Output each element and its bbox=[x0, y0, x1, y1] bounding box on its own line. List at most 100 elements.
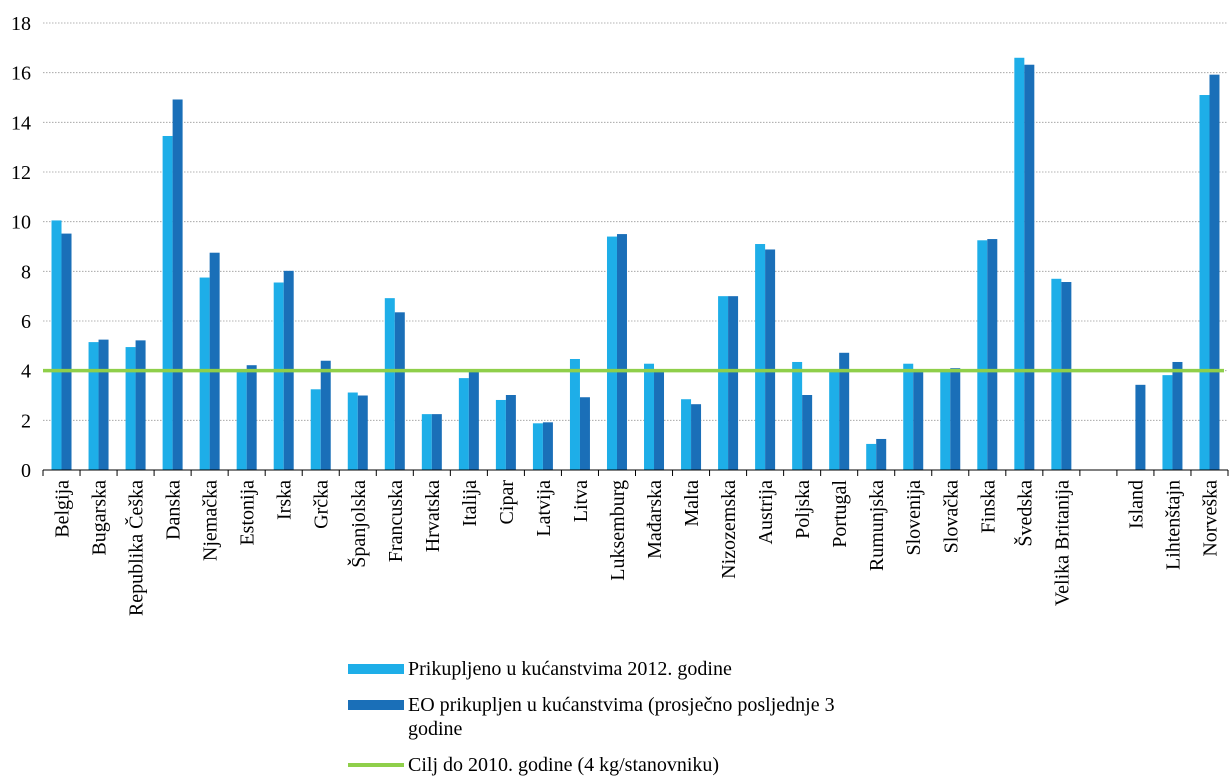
legend-label-target-2010: Cilj do 2010. godine (4 kg/stanovniku) bbox=[408, 754, 720, 776]
y-tick-label: 18 bbox=[11, 13, 31, 35]
x-tick-label: Njemačka bbox=[200, 480, 222, 561]
bar-avg-3-years bbox=[1135, 384, 1146, 470]
y-tick-label: 10 bbox=[11, 212, 31, 234]
x-tick-label: Republika Češka bbox=[124, 480, 148, 616]
x-tick-label: Slovačka bbox=[940, 480, 962, 553]
gridlines bbox=[43, 22, 1228, 421]
x-tick-label: Mađarska bbox=[644, 480, 666, 559]
x-axis-category-labels: Belgija Bugarska Republika Češka Danska Njem… bbox=[52, 480, 1222, 617]
bar-avg-3-years bbox=[431, 414, 442, 470]
x-tick-label: Velika Britanija bbox=[1051, 480, 1073, 606]
bar-avg-3-years bbox=[394, 312, 405, 470]
legend-label-collected-2012: Prikupljeno u kućanstvima 2012. godine bbox=[408, 658, 732, 680]
y-axis-tick-labels: 0 2 4 6 8 10 12 14 16 18 bbox=[11, 13, 31, 482]
x-tick-label: Cipar bbox=[496, 480, 518, 525]
bars bbox=[51, 57, 1220, 471]
legend-label-avg-line1: EO prikupljen u kućanstvima (prosječno p… bbox=[408, 694, 835, 716]
bar-collected-2012 bbox=[236, 370, 247, 470]
bar-collected-2012 bbox=[273, 282, 284, 470]
x-tick-label: Grčka bbox=[311, 480, 333, 529]
bar-collected-2012 bbox=[903, 363, 914, 470]
bar-collected-2012 bbox=[310, 389, 321, 470]
x-tick-label: Luksemburg bbox=[607, 480, 629, 581]
x-tick-label: Danska bbox=[163, 480, 185, 540]
bar-collected-2012 bbox=[532, 423, 543, 470]
y-tick-label: 2 bbox=[21, 410, 31, 432]
bar-avg-3-years bbox=[320, 360, 331, 470]
bar-avg-3-years bbox=[728, 296, 739, 470]
bar-collected-2012 bbox=[421, 414, 432, 470]
bar-avg-3-years bbox=[987, 239, 998, 470]
bar-avg-3-years bbox=[1024, 64, 1035, 470]
x-tick-label: Slovenija bbox=[903, 480, 925, 556]
x-tick-label: Lihtenštajn bbox=[1162, 480, 1184, 570]
bar-avg-3-years bbox=[246, 365, 257, 470]
bar-collected-2012 bbox=[829, 370, 840, 470]
bar-avg-3-years bbox=[172, 99, 183, 470]
x-tick-label: Malta bbox=[681, 480, 703, 527]
y-tick-label: 8 bbox=[21, 261, 31, 283]
x-tick-label: Italija bbox=[459, 480, 481, 527]
bar-avg-3-years bbox=[61, 233, 72, 470]
bar-collected-2012 bbox=[792, 361, 803, 470]
bar-collected-2012 bbox=[199, 277, 210, 470]
bar-collected-2012 bbox=[125, 347, 136, 470]
bar-avg-3-years bbox=[913, 370, 924, 470]
x-tick-label: Poljska bbox=[792, 480, 814, 539]
bar-collected-2012 bbox=[1014, 57, 1025, 471]
bar-avg-3-years bbox=[839, 352, 850, 470]
bar-avg-3-years bbox=[950, 368, 961, 470]
bar-collected-2012 bbox=[1199, 95, 1210, 471]
legend-item-target-2010: Cilj do 2010. godine (4 kg/stanovniku) bbox=[348, 753, 719, 777]
bar-avg-3-years bbox=[542, 422, 553, 470]
bar-collected-2012 bbox=[644, 363, 655, 470]
legend-swatch-avg-3-years bbox=[348, 700, 404, 710]
bar-collected-2012 bbox=[681, 399, 692, 470]
bar-avg-3-years bbox=[876, 438, 887, 470]
x-tick-label: Island bbox=[1125, 480, 1147, 529]
bar-collected-2012 bbox=[347, 392, 358, 470]
bar-collected-2012 bbox=[1051, 278, 1062, 470]
bar-avg-3-years bbox=[1172, 361, 1183, 470]
x-tick-label: Španjolska bbox=[346, 480, 370, 568]
legend-label-avg-3-years: EO prikupljen u kućanstvima (prosječno p… bbox=[408, 693, 835, 741]
x-tick-label: Irska bbox=[274, 480, 296, 520]
y-tick-label: 12 bbox=[11, 162, 31, 184]
bar-collected-2012 bbox=[755, 244, 766, 470]
legend-item-collected-2012: Prikupljeno u kućanstvima 2012. godine bbox=[348, 657, 732, 681]
bar-collected-2012 bbox=[718, 296, 729, 470]
x-tick-label: Latvija bbox=[533, 480, 555, 537]
bar-collected-2012 bbox=[940, 369, 951, 470]
bar-avg-3-years bbox=[1061, 282, 1072, 470]
bar-avg-3-years bbox=[357, 395, 368, 470]
bar-collected-2012 bbox=[606, 236, 617, 470]
bar-collected-2012 bbox=[51, 220, 62, 470]
bar-avg-3-years bbox=[765, 249, 776, 470]
x-tick-label: Litva bbox=[570, 480, 592, 522]
bar-collected-2012 bbox=[162, 135, 173, 470]
x-axis bbox=[42, 469, 1229, 476]
y-tick-label: 4 bbox=[21, 361, 31, 383]
y-tick-label: 16 bbox=[11, 63, 31, 85]
bar-collected-2012 bbox=[458, 378, 469, 470]
bar-collected-2012 bbox=[495, 399, 506, 470]
x-tick-label: Švedska bbox=[1012, 480, 1036, 547]
x-tick-label: Austrija bbox=[755, 480, 777, 545]
bar-avg-3-years bbox=[691, 404, 702, 470]
x-tick-label: Bugarska bbox=[89, 480, 111, 556]
bar-avg-3-years bbox=[135, 340, 146, 470]
bar-avg-3-years bbox=[468, 370, 479, 470]
x-tick-label: Belgija bbox=[52, 480, 74, 538]
y-tick-label: 0 bbox=[21, 460, 31, 482]
chart: 0 2 4 6 8 10 12 14 16 18 Belgija Bugarska Republika… bbox=[11, 13, 1229, 617]
bar-avg-3-years bbox=[616, 234, 627, 470]
bar-collected-2012 bbox=[1162, 375, 1173, 470]
bar-avg-3-years bbox=[802, 395, 813, 470]
x-tick-label: Norveška bbox=[1199, 480, 1221, 557]
bar-collected-2012 bbox=[384, 298, 395, 470]
x-tick-label: Portugal bbox=[829, 480, 851, 548]
legend-label-avg-line2: godine bbox=[408, 718, 463, 740]
legend-item-avg-3-years: EO prikupljen u kućanstvima (prosječno p… bbox=[348, 693, 835, 741]
bar-collected-2012 bbox=[569, 358, 580, 470]
bar-collected-2012 bbox=[866, 443, 877, 470]
